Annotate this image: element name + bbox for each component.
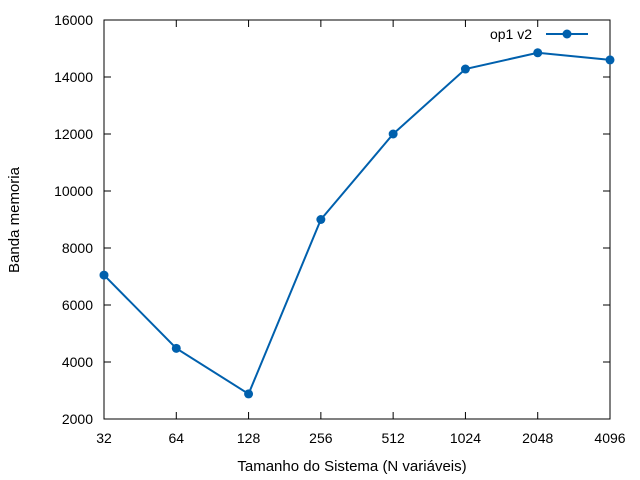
x-tick-label: 512: [381, 430, 405, 446]
legend: op1 v2: [490, 26, 588, 42]
x-tick-label: 256: [309, 430, 333, 446]
data-point: [460, 64, 470, 74]
data-point: [171, 343, 181, 353]
data-point: [99, 270, 109, 280]
x-axis-title: Tamanho do Sistema (N variáveis): [237, 458, 466, 475]
y-tick-label: 6000: [62, 297, 93, 313]
y-tick-label: 12000: [54, 126, 93, 142]
plot-frame: [103, 19, 611, 420]
data-point: [244, 389, 254, 399]
series-line: [103, 51, 611, 396]
data-point: [316, 215, 326, 224]
y-tick-label: 2000: [62, 411, 93, 427]
x-axis: 32 64 128 256 512 1024 2048 4096: [96, 20, 626, 446]
x-tick-label: 128: [237, 430, 261, 446]
data-point: [605, 55, 615, 65]
legend-marker: [562, 29, 572, 39]
y-axis: 2000 4000 6000 8000 10000 12000 14000 16000: [54, 12, 610, 427]
y-tick-label: 14000: [54, 69, 93, 85]
y-tick-label: 4000: [62, 354, 93, 370]
x-tick-label: 2048: [522, 430, 553, 446]
y-tick-label: 8000: [62, 240, 93, 256]
x-tick-label: 1024: [450, 430, 481, 446]
series-layer: [99, 48, 615, 399]
data-point: [533, 48, 543, 58]
x-tick-label: 4096: [594, 430, 625, 446]
y-axis-title: Banda memoria: [6, 166, 23, 273]
data-point: [388, 129, 398, 139]
y-tick-label: 10000: [54, 183, 93, 199]
x-tick-label: 32: [96, 430, 112, 446]
x-tick-label: 64: [168, 430, 184, 446]
y-tick-label: 16000: [54, 12, 93, 28]
legend-label: op1 v2: [490, 26, 532, 42]
